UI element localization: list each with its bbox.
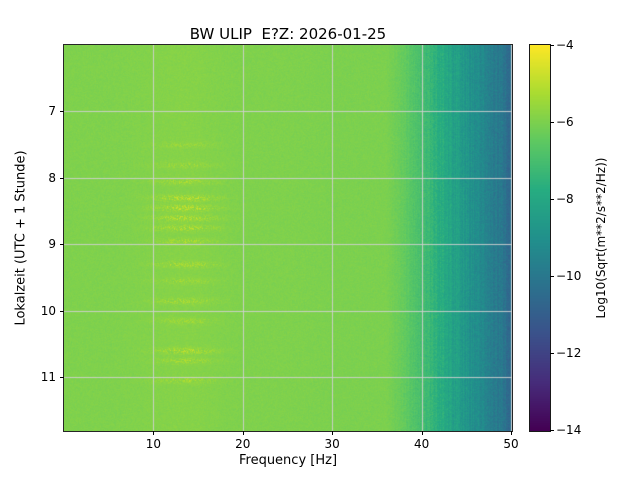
- y-tick-label: 7: [48, 104, 56, 119]
- colorbar-tick-label: −12: [556, 346, 582, 360]
- x-axis-label: Frequency [Hz]: [238, 453, 338, 468]
- y-tick-mark: [60, 310, 64, 312]
- x-tick-label: 50: [503, 437, 519, 451]
- y-tick-label: 9: [48, 237, 56, 252]
- x-tick-mark: [153, 431, 155, 435]
- colorbar-tick-label: −6: [556, 115, 574, 129]
- x-tick-label: 20: [235, 437, 251, 451]
- y-tick-mark: [60, 244, 64, 246]
- y-tick-label: 10: [40, 303, 56, 318]
- y-tick-label: 8: [48, 170, 56, 185]
- x-tick-label: 30: [324, 437, 340, 451]
- y-tick-label: 11: [40, 369, 56, 384]
- y-tick-mark: [60, 177, 64, 179]
- y-tick-mark: [60, 111, 64, 113]
- y-tick-mark: [60, 376, 64, 378]
- x-tick-label: 40: [413, 437, 430, 451]
- colorbar-label: Log10(Sqrt(m**2/s**2/Hz)): [594, 157, 608, 319]
- colorbar-tick-label: −14: [556, 423, 582, 437]
- colorbar-gradient: [529, 44, 551, 432]
- colorbar-tick-mark: [550, 353, 554, 354]
- x-tick-mark: [421, 431, 423, 435]
- colorbar-tick-mark: [550, 199, 554, 200]
- x-tick-label: 10: [145, 437, 162, 451]
- colorbar-tick-mark: [550, 430, 554, 431]
- spectrogram-heatmap: [63, 44, 513, 432]
- colorbar-tick-label: −4: [556, 38, 574, 52]
- x-tick-mark: [242, 431, 244, 435]
- colorbar-tick-mark: [550, 276, 554, 277]
- colorbar-tick-label: −8: [556, 192, 574, 206]
- colorbar-tick-mark: [550, 122, 554, 123]
- x-tick-mark: [332, 431, 334, 435]
- colorbar-tick-label: −10: [556, 269, 582, 283]
- colorbar-tick-mark: [550, 45, 554, 46]
- x-tick-mark: [511, 431, 512, 435]
- chart-title: BW ULIP E?Z: 2026-01-25: [189, 25, 387, 43]
